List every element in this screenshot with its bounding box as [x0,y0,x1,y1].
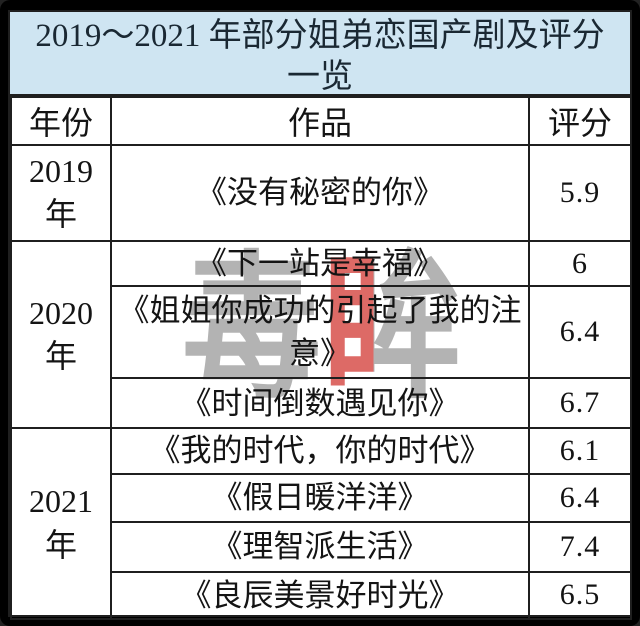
table-row: 《良辰美景好时光》 6.5 [11,570,632,620]
year-cell-2020: 2020年 [10,239,112,430]
table-row: 2019年 《没有秘密的你》 5.9 [10,144,632,242]
rating-cell: 6.4 [528,472,632,523]
table-row: 《时间倒数遇见你》 6.7 [11,377,632,430]
year-cell-2021: 2021年 [10,427,112,620]
work-cell: 《我的时代，你的时代》 [110,427,530,475]
work-cell: 《理智派生活》 [110,520,530,573]
rating-cell: 5.9 [528,144,632,242]
header-row: 年份 作品 评分 [10,96,632,146]
year-cell-2019: 2019年 [10,144,112,242]
table-row: 《理智派生活》 7.4 [11,520,632,573]
table-row: 2020年 《下一站是幸福》 6 [10,239,632,430]
work-cell: 《姐姐你成功的引起了我的注意》 [110,285,530,380]
col-header-year: 年份 [10,96,112,146]
col-header-rating: 评分 [528,96,632,146]
work-cell: 《没有秘密的你》 [110,144,530,242]
rating-cell: 6 [528,239,632,288]
ratings-table: 年份 作品 评分 2019年 《没有秘密的你》 5.9 2020年 《下一站是幸… [10,96,632,620]
table-row: 2021年 《我的时代，你的时代》 6.1 [10,427,632,620]
rating-cell: 6.7 [528,377,632,430]
table-row: 《假日暖洋洋》 6.4 [11,472,632,523]
work-cell: 《假日暖洋洋》 [110,472,530,523]
rating-cell: 6.4 [528,285,632,380]
table-row: 《姐姐你成功的引起了我的注意》 6.4 [11,285,632,380]
rating-cell: 6.1 [528,427,632,475]
work-cell: 《下一站是幸福》 [110,239,530,288]
rating-cell: 7.4 [528,520,632,573]
infographic-card: 毒眸 2019～2021 年部分姐弟恋国产剧及评分一览 年份 作品 评分 201… [8,10,632,620]
rating-cell: 6.5 [528,570,632,620]
work-cell: 《良辰美景好时光》 [110,570,530,620]
col-header-work: 作品 [110,96,530,146]
table-title: 2019～2021 年部分姐弟恋国产剧及评分一览 [10,12,630,96]
work-cell: 《时间倒数遇见你》 [110,377,530,430]
